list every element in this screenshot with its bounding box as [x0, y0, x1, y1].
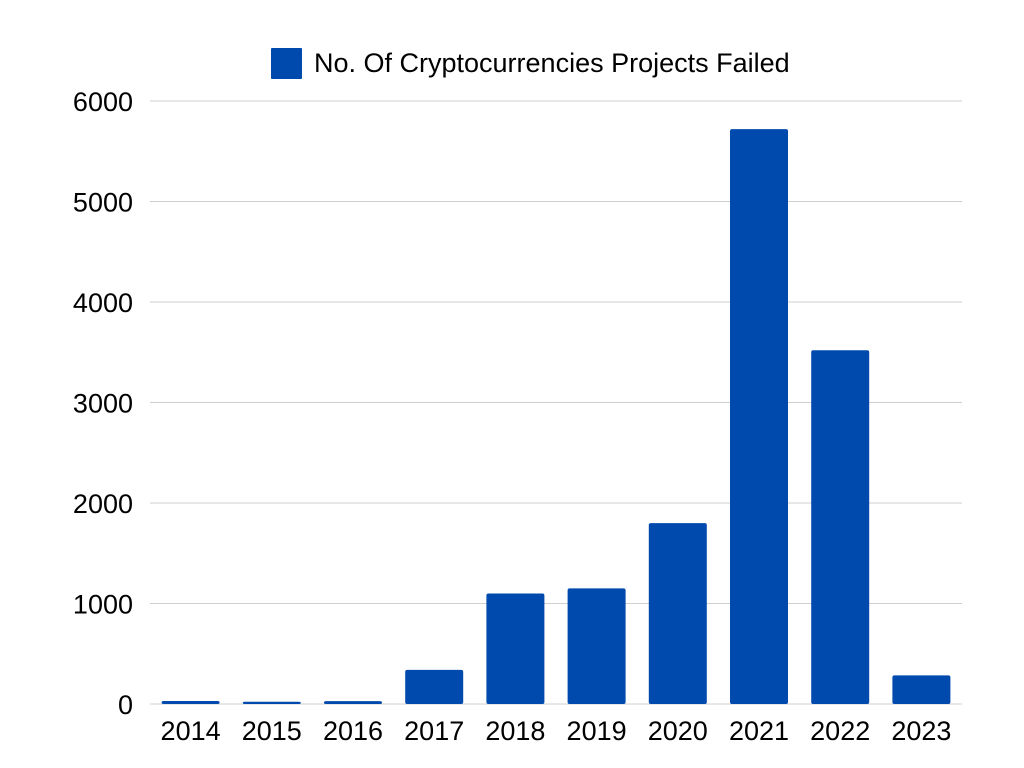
y-tick-label: 5000	[73, 188, 133, 218]
x-axis-ticks: 2014 2015 2016 2017 2018 2019 2020 2021 2022 2023	[161, 716, 952, 746]
x-tick-label: 2017	[404, 716, 464, 746]
y-tick-label: 1000	[73, 590, 133, 620]
x-tick-label: 2019	[567, 716, 627, 746]
bar-2016	[324, 701, 382, 704]
y-tick-label: 0	[118, 690, 133, 720]
y-tick-label: 2000	[73, 489, 133, 519]
x-tick-label: 2021	[729, 716, 789, 746]
x-tick-label: 2022	[810, 716, 870, 746]
bar-2021	[730, 129, 788, 704]
y-axis-ticks: 0 1000 2000 3000 4000 5000 6000	[73, 87, 133, 720]
bar-2022	[811, 350, 870, 704]
x-tick-label: 2020	[648, 716, 708, 746]
y-tick-label: 3000	[73, 389, 133, 419]
x-tick-label: 2023	[891, 716, 951, 746]
gridlines	[150, 100, 962, 705]
bar-2015	[242, 701, 301, 704]
x-tick-label: 2018	[485, 716, 545, 746]
y-tick-label: 4000	[73, 288, 133, 318]
legend: No. Of Cryptocurrencies Projects Failed	[271, 48, 790, 79]
bar-2023	[892, 675, 951, 704]
legend-swatch	[271, 48, 302, 79]
bar-2018	[486, 593, 545, 704]
bar-2020	[648, 523, 707, 704]
y-tick-label: 6000	[73, 87, 133, 117]
bar-2019	[567, 588, 626, 704]
bar-2017	[405, 669, 464, 704]
x-tick-label: 2014	[161, 716, 221, 746]
legend-label: No. Of Cryptocurrencies Projects Failed	[314, 48, 790, 78]
x-tick-label: 2016	[323, 716, 383, 746]
x-tick-label: 2015	[242, 716, 302, 746]
bar-2014	[161, 700, 220, 704]
bars	[161, 129, 951, 704]
